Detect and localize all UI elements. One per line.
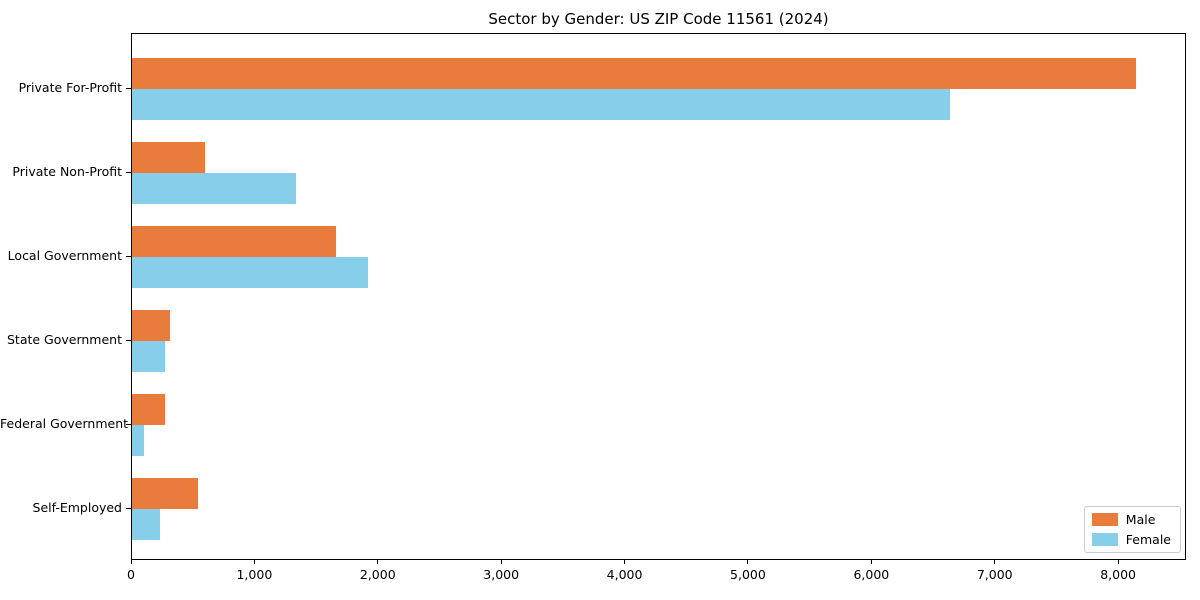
bar-female: [132, 509, 161, 540]
bar-male: [132, 310, 171, 341]
x-tick-label: 7,000: [976, 567, 1013, 582]
male-legend-label: Male: [1125, 512, 1156, 527]
bar-female: [132, 173, 297, 204]
bar-female: [132, 425, 145, 456]
bar-male: [132, 58, 1137, 89]
bar-male: [132, 478, 198, 509]
x-tick-mark: [870, 560, 872, 564]
y-tick-label: Private Non-Profit: [12, 164, 122, 179]
y-tick-mark: [126, 508, 131, 509]
x-tick-mark: [500, 560, 502, 564]
bar-male: [132, 226, 337, 257]
x-tick-label: 3,000: [483, 567, 520, 582]
x-tick-mark: [994, 560, 996, 564]
x-tick-mark: [747, 560, 749, 564]
x-tick-label: 2,000: [359, 567, 396, 582]
bar-female: [132, 257, 368, 288]
female-legend-swatch: [1091, 533, 1118, 546]
plot-area: Male Female: [131, 33, 1186, 560]
x-tick-label: 0: [127, 567, 135, 582]
y-tick-mark: [126, 88, 131, 89]
x-tick-label: 1,000: [236, 567, 273, 582]
x-tick-mark: [130, 560, 132, 564]
bar-female: [132, 341, 166, 372]
y-tick-label: Private For-Profit: [18, 80, 122, 95]
y-tick-mark: [126, 424, 131, 425]
male-legend-swatch: [1091, 513, 1118, 526]
chart-title: Sector by Gender: US ZIP Code 11561 (202…: [488, 10, 829, 28]
bar-male: [132, 394, 166, 425]
legend-item-male: Male: [1091, 512, 1171, 527]
y-tick-label: Local Government: [7, 248, 122, 263]
female-legend-label: Female: [1125, 532, 1171, 547]
bar-male: [132, 142, 206, 173]
y-tick-mark: [126, 172, 131, 173]
x-tick-label: 8,000: [1100, 567, 1137, 582]
y-tick-label: Federal Government: [0, 416, 129, 431]
legend-item-female: Female: [1091, 532, 1171, 547]
x-tick-label: 6,000: [853, 567, 890, 582]
x-tick-label: 4,000: [606, 567, 643, 582]
bar-female: [132, 89, 951, 120]
y-tick-mark: [126, 256, 131, 257]
legend: Male Female: [1083, 506, 1181, 553]
y-tick-mark: [126, 340, 131, 341]
x-tick-mark: [377, 560, 379, 564]
y-tick-label: State Government: [6, 332, 122, 347]
x-tick-mark: [253, 560, 255, 564]
x-tick-mark: [1117, 560, 1119, 564]
x-tick-label: 5,000: [730, 567, 766, 582]
x-tick-mark: [624, 560, 626, 564]
y-tick-label: Self-Employed: [32, 500, 122, 515]
